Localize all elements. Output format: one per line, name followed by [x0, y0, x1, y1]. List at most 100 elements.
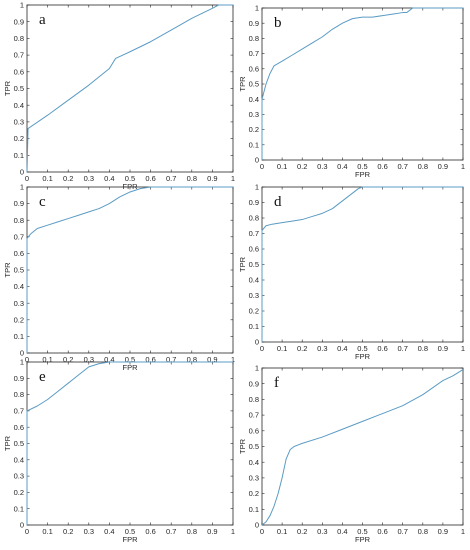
x-tick-label-d: 0.3 — [317, 344, 327, 353]
y-tick-label-b: 0.2 — [249, 125, 259, 134]
y-tick-label-f: 0.5 — [249, 442, 259, 451]
x-tick-label-a: 0.8 — [187, 174, 197, 183]
y-tick-label-c: 0.3 — [14, 299, 24, 308]
x-tick-label-c: 0.4 — [104, 355, 114, 364]
x-tick-label-d: 0.5 — [357, 344, 367, 353]
y-tick-label-a: 0.2 — [14, 134, 24, 143]
y-tick-label-d: 0.7 — [249, 229, 259, 238]
panel-label-b: b — [274, 15, 282, 31]
y-axis-label-a: TPR — [3, 80, 12, 96]
y-tick-label-f: 0 — [255, 521, 259, 530]
y-tick-label-e: 0.7 — [14, 407, 24, 416]
x-tick-label-c: 0.5 — [125, 355, 135, 364]
x-tick-label-f: 0.6 — [377, 527, 387, 536]
y-tick-label-a: 0.4 — [14, 101, 24, 110]
x-tick-label-e: 0.4 — [104, 527, 114, 536]
x-tick-label-f: 0 — [260, 527, 264, 536]
y-tick-label-a: 0 — [20, 168, 24, 177]
x-tick-label-a: 0.9 — [207, 174, 217, 183]
x-tick-label-a: 0.5 — [125, 174, 135, 183]
x-tick-label-b: 0.8 — [418, 162, 428, 171]
y-tick-label-d: 0.1 — [249, 322, 259, 331]
y-tick-label-c: 0.6 — [14, 249, 24, 258]
x-tick-label-e: 0.7 — [166, 527, 176, 536]
y-axis-label-b: TPR — [238, 76, 247, 92]
y-tick-label-f: 1 — [255, 364, 259, 373]
panel-c: 0 0.1 0.2 0.3 0.4 0.5 0.6 0.7 0.8 0.9 100.10.20.30… — [3, 183, 235, 372]
x-tick-label-f: 1 — [461, 527, 465, 536]
axes-box-f — [261, 367, 464, 526]
x-tick-label-a: 0.4 — [104, 174, 114, 183]
x-axis-label-e: FPR — [123, 535, 139, 544]
y-tick-label-a: 0.9 — [14, 17, 24, 26]
panel-label-e: e — [39, 369, 46, 385]
x-tick-label-b: 0.4 — [337, 162, 347, 171]
x-tick-label-c: 0.2 — [63, 355, 73, 364]
y-tick-label-b: 0.8 — [249, 34, 259, 43]
x-tick-label-e: 0.6 — [145, 527, 155, 536]
x-tick-label-a: 0 — [25, 174, 29, 183]
y-tick-label-d: 0.8 — [249, 214, 259, 223]
x-tick-label-b: 0 — [260, 162, 264, 171]
y-tick-label-e: 0.5 — [14, 439, 24, 448]
x-axis-label-f: FPR — [355, 535, 371, 544]
x-tick-label-e: 0.9 — [207, 527, 217, 536]
y-axis-label-f: TPR — [238, 438, 247, 454]
y-tick-label-c: 0.4 — [14, 282, 24, 291]
roc-curve-b — [261, 7, 463, 160]
y-tick-label-e: 0.9 — [14, 374, 24, 383]
x-tick-label-e: 0.2 — [63, 527, 73, 536]
panel-a: 0 0.1 0.2 0.3 0.4 0.5 0.6 0.7 0.8 0.9 100.10.20.30… — [3, 1, 235, 191]
x-tick-label-f: 0.9 — [438, 527, 448, 536]
y-tick-label-f: 0.8 — [249, 395, 259, 404]
x-tick-label-b: 1 — [461, 162, 465, 171]
y-tick-label-d: 0 — [255, 338, 259, 347]
x-tick-label-a: 0.2 — [63, 174, 73, 183]
roc-curve-d — [261, 186, 463, 342]
y-axis-label-e: TPR — [3, 435, 12, 451]
y-tick-label-f: 0.2 — [249, 489, 259, 498]
y-tick-label-c: 0.7 — [14, 232, 24, 241]
x-tick-label-f: 0.8 — [418, 527, 428, 536]
y-tick-label-f: 0.4 — [249, 458, 259, 467]
axes-box-e — [26, 361, 234, 526]
y-tick-label-b: 0.5 — [249, 80, 259, 89]
y-tick-label-a: 0.6 — [14, 67, 24, 76]
y-tick-label-c: 0 — [20, 349, 24, 358]
panel-label-d: d — [274, 194, 282, 210]
x-tick-label-e: 0 — [25, 527, 29, 536]
y-tick-label-b: 0.7 — [249, 49, 259, 58]
y-axis-label-c: TPR — [3, 262, 12, 278]
y-tick-label-c: 0.9 — [14, 199, 24, 208]
y-tick-label-b: 1 — [255, 4, 259, 13]
x-axis-label-a: FPR — [123, 182, 139, 191]
roc-curve-a — [26, 4, 233, 173]
roc-curve-f — [261, 369, 464, 526]
y-tick-label-a: 0.3 — [14, 118, 24, 127]
y-tick-label-b: 0 — [255, 156, 259, 165]
y-tick-label-e: 0.2 — [14, 488, 24, 497]
x-tick-label-e: 1 — [231, 527, 235, 536]
y-tick-label-c: 0.8 — [14, 216, 24, 225]
axes-box-c — [26, 186, 234, 354]
x-tick-label-c: 0.9 — [207, 355, 217, 364]
x-tick-label-b: 0.5 — [357, 162, 367, 171]
y-tick-label-c: 0.1 — [14, 332, 24, 341]
y-tick-label-a: 1 — [20, 1, 24, 10]
y-tick-label-e: 0.3 — [14, 472, 24, 481]
roc-curve-e — [26, 361, 233, 525]
x-tick-label-b: 0.9 — [438, 162, 448, 171]
x-tick-label-b: 0.6 — [377, 162, 387, 171]
y-tick-label-a: 0.1 — [14, 151, 24, 160]
x-tick-label-d: 0.4 — [337, 344, 347, 353]
y-tick-label-d: 0.4 — [249, 276, 259, 285]
y-tick-label-e: 0.4 — [14, 455, 24, 464]
x-tick-label-f: 0.1 — [277, 527, 287, 536]
x-tick-label-b: 0.2 — [297, 162, 307, 171]
x-tick-label-c: 0 — [25, 355, 29, 364]
y-tick-label-e: 0 — [20, 521, 24, 530]
x-tick-label-e: 0.5 — [125, 527, 135, 536]
x-tick-label-a: 0.7 — [166, 174, 176, 183]
y-tick-label-a: 0.5 — [14, 84, 24, 93]
y-tick-label-f: 0.9 — [249, 379, 259, 388]
